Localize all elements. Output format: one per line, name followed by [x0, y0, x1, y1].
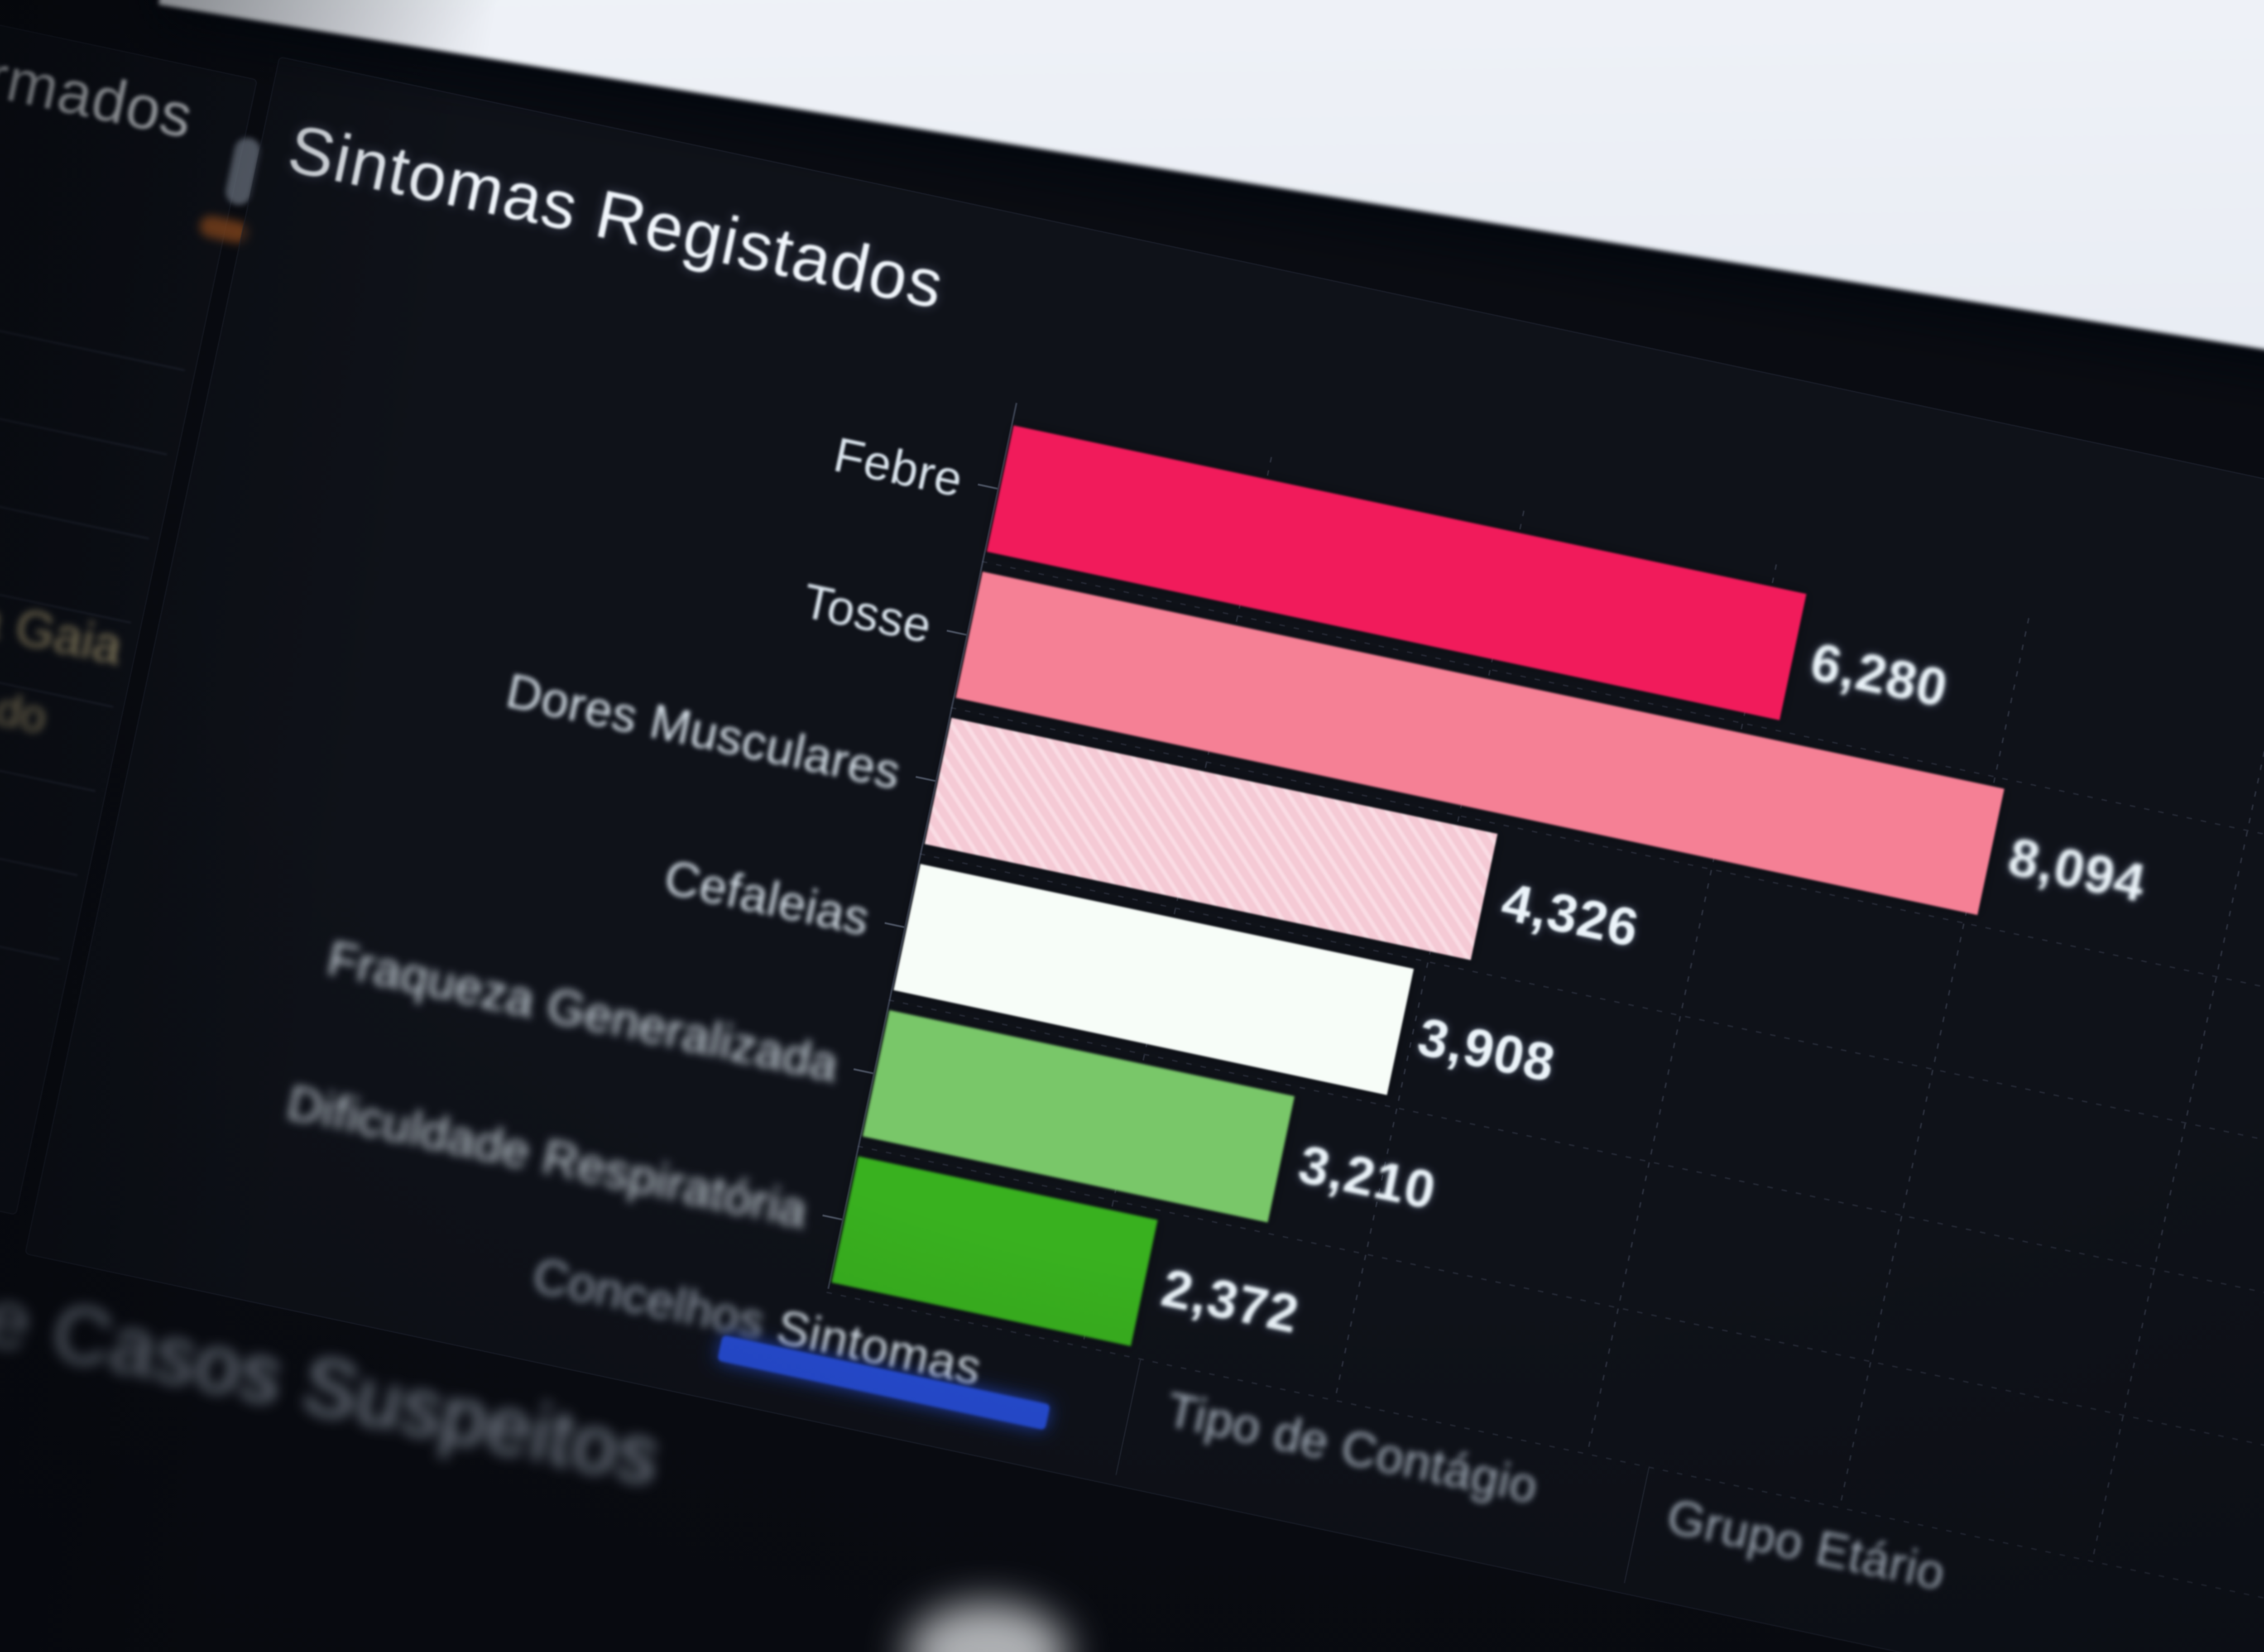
value-label: 6,280: [1805, 631, 1953, 719]
value-label: 3,908: [1413, 1006, 1561, 1094]
value-label: 3,210: [1293, 1133, 1441, 1221]
value-label: 4,326: [1497, 871, 1645, 959]
value-label: 8,094: [2003, 826, 2151, 914]
value-label: 2,372: [1156, 1257, 1305, 1345]
